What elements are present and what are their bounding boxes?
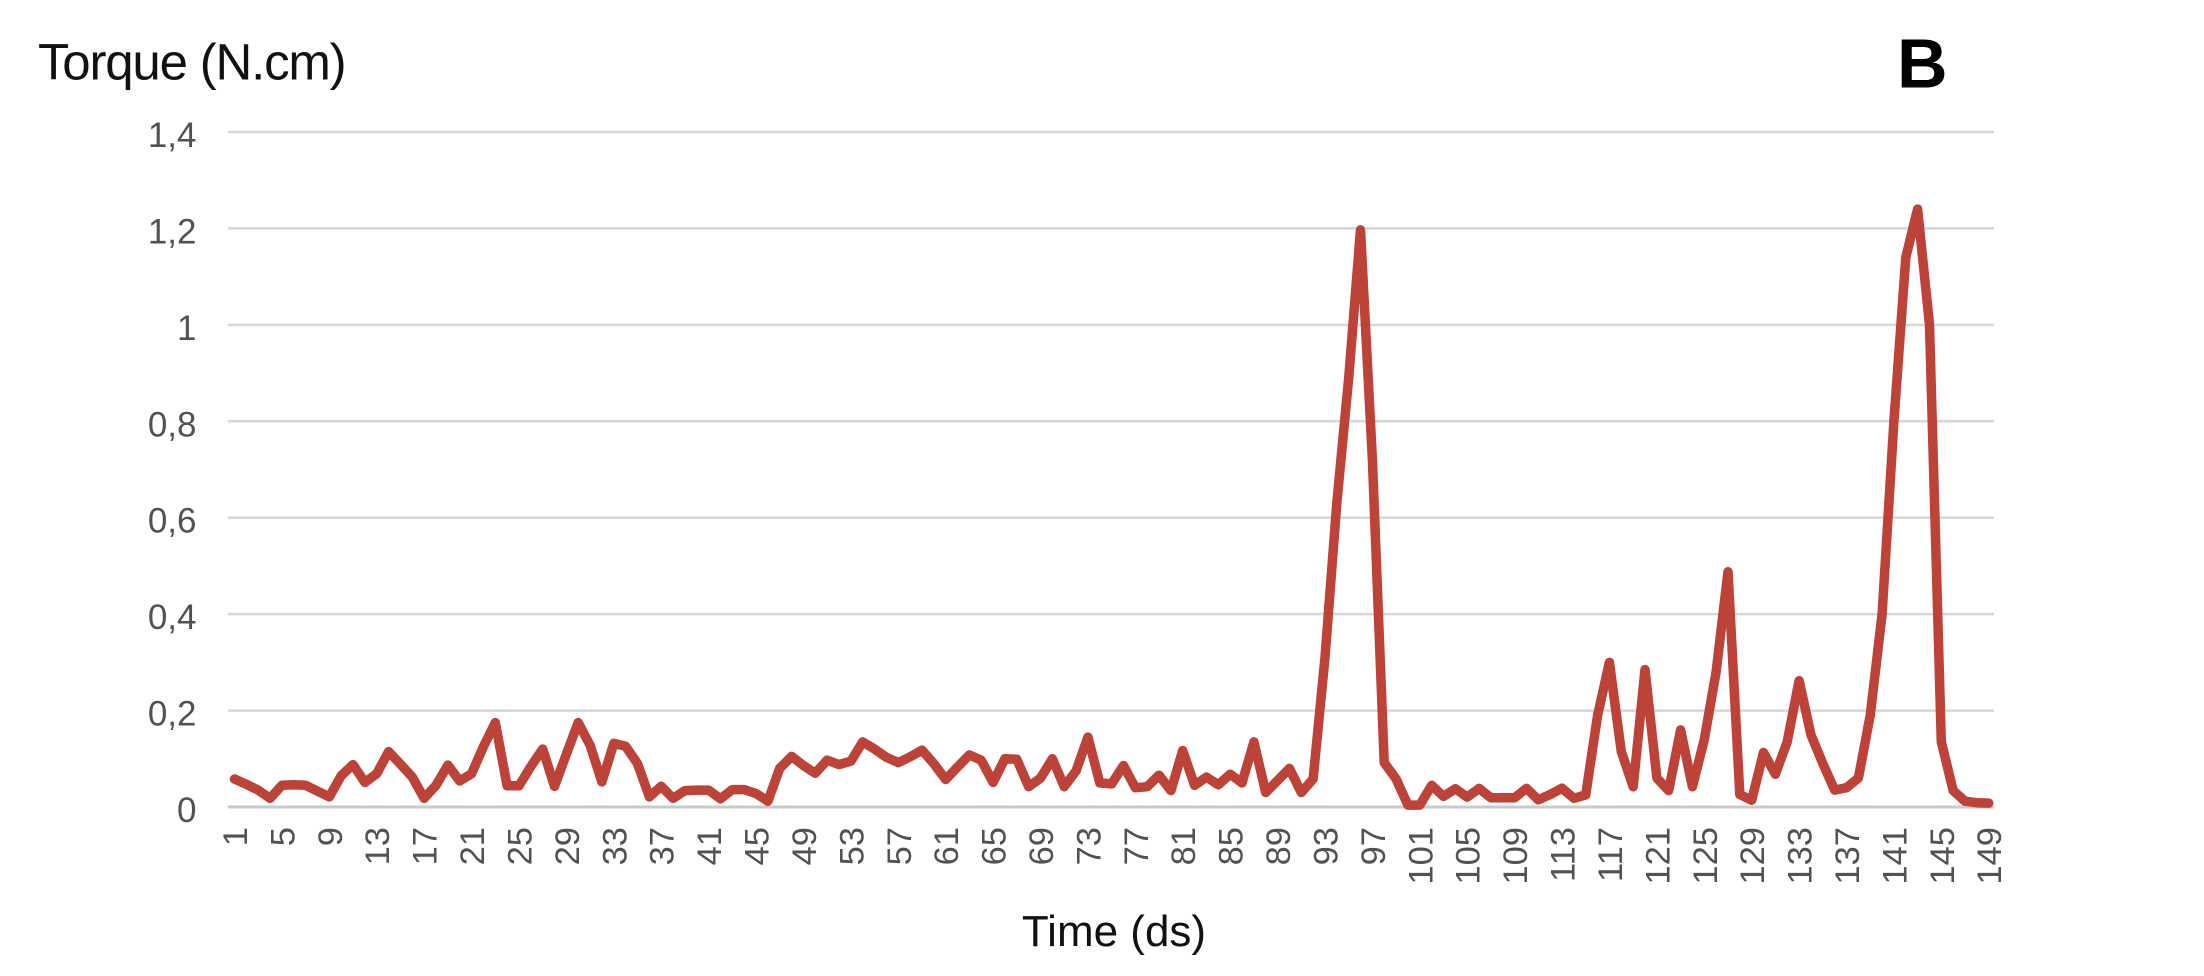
- svg-text:29: 29: [549, 827, 587, 865]
- svg-text:141: 141: [1876, 827, 1914, 885]
- svg-text:125: 125: [1687, 827, 1725, 885]
- svg-text:0,8: 0,8: [148, 405, 197, 444]
- svg-text:129: 129: [1734, 827, 1772, 885]
- svg-text:77: 77: [1118, 827, 1156, 865]
- svg-text:1: 1: [217, 827, 255, 846]
- svg-text:1,4: 1,4: [148, 116, 197, 155]
- svg-text:57: 57: [881, 827, 919, 865]
- svg-text:49: 49: [786, 827, 824, 865]
- svg-text:B: B: [1897, 25, 1948, 103]
- svg-text:9: 9: [312, 827, 350, 846]
- svg-text:101: 101: [1402, 827, 1440, 885]
- svg-text:137: 137: [1829, 827, 1867, 885]
- svg-text:17: 17: [407, 827, 445, 865]
- svg-text:41: 41: [691, 827, 729, 865]
- svg-text:65: 65: [976, 827, 1014, 865]
- svg-text:121: 121: [1639, 827, 1677, 885]
- svg-text:89: 89: [1260, 827, 1298, 865]
- svg-text:Time (ds): Time (ds): [1022, 907, 1206, 956]
- svg-text:93: 93: [1308, 827, 1346, 865]
- svg-text:0,6: 0,6: [148, 502, 197, 541]
- svg-text:73: 73: [1070, 827, 1108, 865]
- svg-text:133: 133: [1782, 827, 1820, 885]
- svg-text:109: 109: [1497, 827, 1535, 885]
- svg-text:97: 97: [1355, 827, 1393, 865]
- svg-text:45: 45: [739, 827, 777, 865]
- svg-text:1: 1: [177, 309, 196, 348]
- svg-text:21: 21: [454, 827, 492, 865]
- svg-text:149: 149: [1971, 827, 2009, 885]
- svg-text:0,2: 0,2: [148, 695, 197, 734]
- svg-text:Torque (N.cm): Torque (N.cm): [38, 34, 345, 91]
- svg-text:69: 69: [1023, 827, 1061, 865]
- svg-text:117: 117: [1592, 827, 1630, 882]
- svg-text:33: 33: [596, 827, 634, 865]
- svg-text:13: 13: [359, 827, 397, 865]
- svg-text:1,2: 1,2: [148, 212, 197, 251]
- svg-text:105: 105: [1450, 827, 1488, 885]
- svg-text:85: 85: [1213, 827, 1251, 865]
- svg-text:0: 0: [177, 791, 196, 830]
- svg-text:81: 81: [1165, 827, 1203, 865]
- svg-text:53: 53: [833, 827, 871, 865]
- svg-text:113: 113: [1545, 827, 1583, 882]
- svg-text:5: 5: [264, 827, 302, 846]
- svg-text:61: 61: [928, 827, 966, 865]
- svg-text:37: 37: [644, 827, 682, 865]
- svg-text:25: 25: [502, 827, 540, 865]
- svg-text:145: 145: [1924, 827, 1962, 885]
- svg-text:0,4: 0,4: [148, 598, 197, 637]
